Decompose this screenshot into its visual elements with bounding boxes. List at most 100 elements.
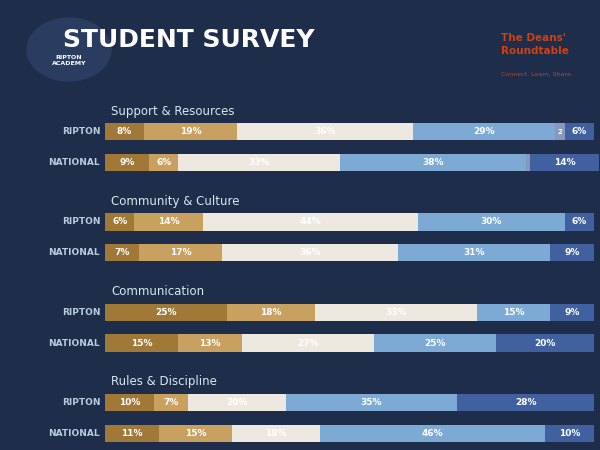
- Text: 13%: 13%: [199, 338, 221, 347]
- Bar: [105, 304, 227, 321]
- Bar: [526, 154, 530, 171]
- Bar: [340, 154, 526, 171]
- Bar: [105, 394, 154, 411]
- Text: Connect. Learn. Share.: Connect. Learn. Share.: [501, 72, 573, 77]
- Bar: [374, 334, 496, 351]
- Bar: [545, 425, 594, 442]
- Bar: [223, 244, 398, 261]
- Text: NATIONAL: NATIONAL: [49, 158, 100, 167]
- Bar: [320, 425, 545, 442]
- Bar: [154, 394, 188, 411]
- Text: 7%: 7%: [163, 398, 179, 407]
- Bar: [555, 123, 565, 140]
- Text: 20%: 20%: [535, 338, 556, 347]
- Text: NATIONAL: NATIONAL: [49, 248, 100, 257]
- Text: 17%: 17%: [170, 248, 191, 257]
- Text: 29%: 29%: [473, 127, 495, 136]
- Text: 10%: 10%: [119, 398, 140, 407]
- Text: 30%: 30%: [481, 217, 502, 226]
- Text: 6%: 6%: [156, 158, 172, 167]
- Text: 15%: 15%: [131, 338, 152, 347]
- Bar: [530, 154, 599, 171]
- Bar: [139, 244, 223, 261]
- Bar: [203, 213, 418, 230]
- Bar: [565, 123, 594, 140]
- Text: NATIONAL: NATIONAL: [49, 338, 100, 347]
- Bar: [105, 334, 178, 351]
- Bar: [105, 154, 149, 171]
- Text: 7%: 7%: [115, 248, 130, 257]
- Text: 10%: 10%: [559, 429, 580, 438]
- Text: 11%: 11%: [121, 429, 143, 438]
- Text: 14%: 14%: [158, 217, 179, 226]
- Text: 38%: 38%: [422, 158, 443, 167]
- Bar: [550, 244, 594, 261]
- Text: 6%: 6%: [572, 127, 587, 136]
- Text: 46%: 46%: [422, 429, 443, 438]
- Text: Community & Culture: Community & Culture: [111, 195, 239, 208]
- Text: 15%: 15%: [185, 429, 206, 438]
- Bar: [105, 123, 144, 140]
- Bar: [159, 425, 232, 442]
- Bar: [496, 334, 594, 351]
- Text: 9%: 9%: [565, 248, 580, 257]
- Bar: [105, 213, 134, 230]
- Bar: [418, 213, 565, 230]
- Text: 20%: 20%: [226, 398, 248, 407]
- Bar: [149, 154, 178, 171]
- Text: RIPTON: RIPTON: [62, 217, 100, 226]
- Text: 18%: 18%: [265, 429, 287, 438]
- Bar: [476, 304, 550, 321]
- Text: 28%: 28%: [515, 398, 536, 407]
- Text: RIPTON: RIPTON: [62, 398, 100, 407]
- Bar: [105, 425, 159, 442]
- Text: 9%: 9%: [565, 308, 580, 317]
- Bar: [227, 304, 315, 321]
- Text: 33%: 33%: [248, 158, 270, 167]
- Bar: [286, 394, 457, 411]
- Text: 33%: 33%: [385, 308, 407, 317]
- Text: Rules & Discipline: Rules & Discipline: [111, 375, 217, 388]
- Text: 25%: 25%: [424, 338, 446, 347]
- Text: 18%: 18%: [260, 308, 282, 317]
- Text: 31%: 31%: [463, 248, 485, 257]
- Text: NATIONAL: NATIONAL: [49, 429, 100, 438]
- Bar: [315, 304, 476, 321]
- Bar: [413, 123, 555, 140]
- Bar: [565, 213, 594, 230]
- Text: 14%: 14%: [554, 158, 575, 167]
- Text: 2: 2: [557, 129, 562, 135]
- Bar: [105, 244, 139, 261]
- Text: 27%: 27%: [297, 338, 319, 347]
- Text: Support & Resources: Support & Resources: [111, 105, 235, 117]
- Bar: [178, 334, 242, 351]
- Bar: [237, 123, 413, 140]
- Text: The Deans'
Roundtable: The Deans' Roundtable: [501, 33, 569, 56]
- Bar: [134, 213, 203, 230]
- Text: 36%: 36%: [314, 127, 336, 136]
- Bar: [178, 154, 340, 171]
- Text: 6%: 6%: [112, 217, 127, 226]
- Bar: [457, 394, 594, 411]
- Text: 44%: 44%: [299, 217, 321, 226]
- Text: RIPTON
ACADEMY: RIPTON ACADEMY: [52, 55, 86, 66]
- Text: 15%: 15%: [503, 308, 524, 317]
- Text: 6%: 6%: [572, 217, 587, 226]
- Text: 9%: 9%: [119, 158, 134, 167]
- Circle shape: [27, 18, 111, 81]
- Text: 35%: 35%: [361, 398, 382, 407]
- Bar: [188, 394, 286, 411]
- Text: RIPTON: RIPTON: [62, 127, 100, 136]
- Text: STUDENT SURVEY: STUDENT SURVEY: [63, 27, 315, 52]
- Text: 36%: 36%: [299, 248, 321, 257]
- Bar: [398, 244, 550, 261]
- Text: 8%: 8%: [117, 127, 132, 136]
- Text: Communication: Communication: [111, 285, 204, 298]
- Text: 25%: 25%: [155, 308, 177, 317]
- Bar: [144, 123, 237, 140]
- Bar: [242, 334, 374, 351]
- Text: RIPTON: RIPTON: [62, 308, 100, 317]
- Text: 19%: 19%: [180, 127, 202, 136]
- Bar: [232, 425, 320, 442]
- Bar: [550, 304, 594, 321]
